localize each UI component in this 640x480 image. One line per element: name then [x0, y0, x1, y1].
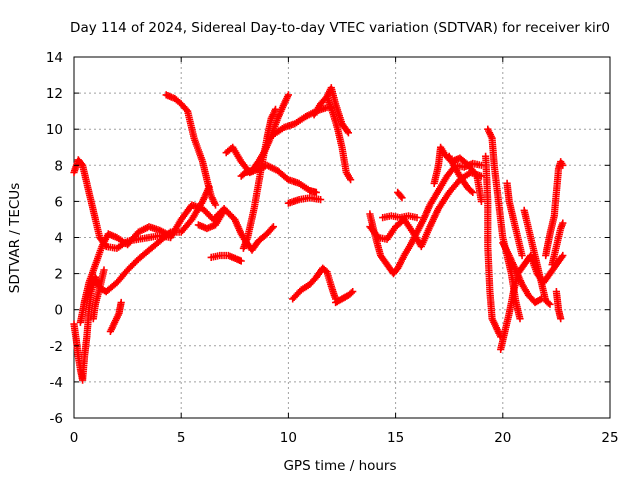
- x-tick-label: 15: [387, 430, 404, 446]
- plus-markers: [89, 266, 108, 323]
- series-arc-03: [76, 223, 175, 326]
- plus-markers: [194, 206, 228, 233]
- x-tick-label: 0: [70, 430, 79, 446]
- y-tick-label: 6: [54, 194, 63, 210]
- x-tick-label: 25: [601, 430, 618, 446]
- series-arc-28: [499, 239, 545, 307]
- plus-markers: [222, 143, 320, 196]
- data-layer: [70, 84, 567, 384]
- plus-markers: [207, 251, 245, 265]
- plus-markers: [284, 194, 325, 207]
- series-arc-06: [162, 91, 220, 209]
- tick-layer: 0 5 10 15 20 25 -6 -4 -2 0 2 4 6 8 10 12 14: [46, 50, 619, 446]
- y-tick-label: -6: [50, 411, 63, 427]
- y-tick-label: 4: [54, 231, 63, 247]
- plus-markers: [394, 188, 406, 202]
- series-arc-05: [106, 298, 125, 335]
- series-arc-15: [289, 264, 340, 303]
- series-arc-21: [379, 212, 421, 222]
- y-tick-label: 10: [46, 122, 63, 138]
- series-arc-12: [239, 105, 280, 252]
- plus-markers: [503, 179, 526, 260]
- plus-markers: [482, 152, 505, 341]
- y-tick-label: -2: [50, 339, 63, 355]
- y-tick-label: 8: [54, 158, 63, 174]
- plus-markers: [106, 298, 125, 335]
- series-arc-30: [520, 206, 554, 308]
- plus-markers: [70, 183, 213, 384]
- plus-markers: [239, 105, 280, 252]
- x-tick-label: 5: [177, 430, 186, 446]
- chart-title: Day 114 of 2024, Sidereal Day-to-day VTE…: [70, 20, 610, 36]
- y-axis-label: SDTVAR / TECUs: [7, 183, 23, 293]
- plus-markers: [548, 219, 567, 269]
- series-arc-02: [70, 183, 213, 384]
- y-tick-label: -4: [50, 375, 63, 391]
- series-arc-20: [366, 168, 485, 251]
- plus-markers: [552, 288, 565, 323]
- series-arc-10: [222, 143, 320, 196]
- plus-markers: [332, 288, 357, 307]
- plus-markers: [310, 84, 352, 137]
- series-arc-14: [284, 194, 325, 207]
- series-arc-16: [310, 84, 352, 137]
- x-tick-label: 10: [280, 430, 297, 446]
- plus-markers: [499, 239, 545, 307]
- y-tick-label: 14: [46, 50, 63, 66]
- plus-markers: [542, 158, 567, 260]
- plus-markers: [366, 168, 485, 251]
- series-arc-33: [552, 288, 565, 323]
- series-arc-08: [194, 206, 228, 233]
- series-arc-04: [89, 266, 108, 323]
- plus-markers: [162, 91, 220, 209]
- series-arc-26: [482, 152, 505, 341]
- y-tick-label: 2: [54, 267, 63, 283]
- plus-markers: [323, 93, 355, 184]
- x-axis-label: GPS time / hours: [283, 458, 396, 474]
- series-arc-22: [394, 188, 406, 202]
- plus-markers: [520, 206, 554, 308]
- y-tick-label: 0: [54, 303, 63, 319]
- plus-markers: [76, 223, 175, 326]
- series-arc-09: [207, 251, 245, 265]
- series-arc-18: [332, 288, 357, 307]
- plus-markers: [445, 152, 477, 196]
- y-tick-label: 12: [46, 86, 63, 102]
- series-arc-32: [548, 219, 567, 269]
- plus-markers: [289, 264, 340, 303]
- plus-markers: [379, 212, 421, 222]
- series-arc-31: [542, 158, 567, 260]
- series-arc-17: [323, 93, 355, 184]
- x-tick-label: 20: [494, 430, 511, 446]
- series-arc-29: [503, 179, 526, 260]
- series-arc-24: [445, 152, 477, 196]
